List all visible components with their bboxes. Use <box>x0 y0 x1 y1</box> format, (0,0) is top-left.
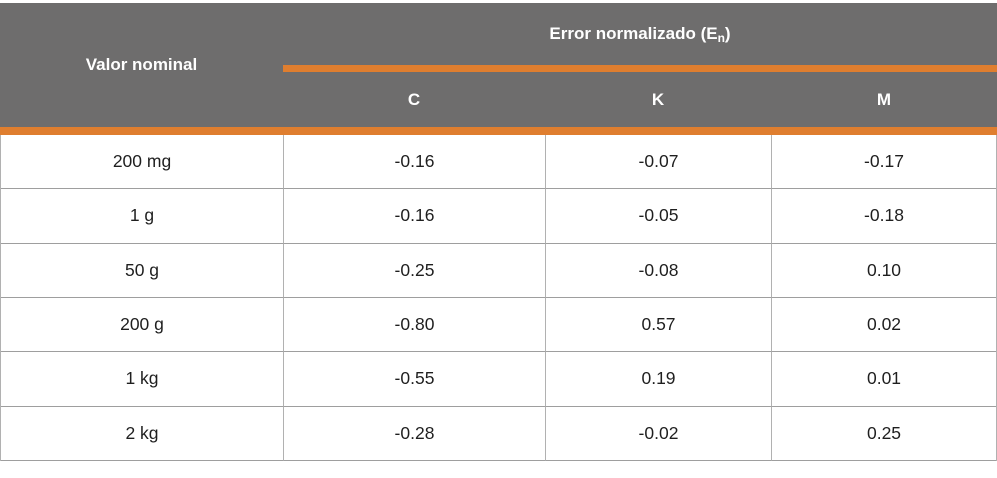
nominal-cell: 2 kg <box>1 406 284 461</box>
table-header: Valor nominal Error normalizado (E n) C K… <box>0 3 997 127</box>
group-title-close-paren: ) <box>724 24 731 43</box>
value-cell-c: -0.28 <box>284 406 546 461</box>
value-cell-c: -0.80 <box>284 297 546 353</box>
nominal-cell: 200 g <box>1 297 284 353</box>
nominal-cell: 200 mg <box>1 135 284 190</box>
nominal-cell: 1 g <box>1 189 284 244</box>
column-header-m: M <box>876 89 892 109</box>
data-grid: 200 mg -0.16 -0.07 -0.17 1 g -0.16 -0.05… <box>0 135 997 461</box>
nominal-column-header: Valor nominal <box>85 55 198 74</box>
value-cell-m: -0.18 <box>772 189 996 244</box>
value-cell-k: -0.08 <box>546 243 772 298</box>
value-cell-m: 0.02 <box>772 297 996 353</box>
value-cell-k: 0.19 <box>546 352 772 407</box>
column-header-c: C <box>407 89 421 109</box>
header-accent-bar <box>0 127 997 135</box>
value-cell-m: 0.10 <box>772 243 996 298</box>
value-cell-k: -0.02 <box>546 406 772 461</box>
group-title-text: Error normalizado (E <box>549 24 718 43</box>
value-cell-c: -0.16 <box>284 189 546 244</box>
nominal-cell: 1 kg <box>1 352 284 407</box>
column-header-k: K <box>651 89 665 109</box>
value-cell-m: -0.17 <box>772 135 996 190</box>
accent-underline <box>283 65 997 72</box>
value-cell-c: -0.25 <box>284 243 546 298</box>
value-cell-k: 0.57 <box>546 297 772 353</box>
subscript-n: n <box>717 31 725 45</box>
nominal-cell: 50 g <box>1 243 284 298</box>
value-cell-k: -0.05 <box>546 189 772 244</box>
value-cell-m: 0.01 <box>772 352 996 407</box>
value-cell-c: -0.55 <box>284 352 546 407</box>
value-cell-m: 0.25 <box>772 406 996 461</box>
value-cell-k: -0.07 <box>546 135 772 190</box>
group-title: Error normalizado (E n) <box>283 3 997 65</box>
sub-column-headers: C K M <box>283 72 997 127</box>
value-cell-c: -0.16 <box>284 135 546 190</box>
